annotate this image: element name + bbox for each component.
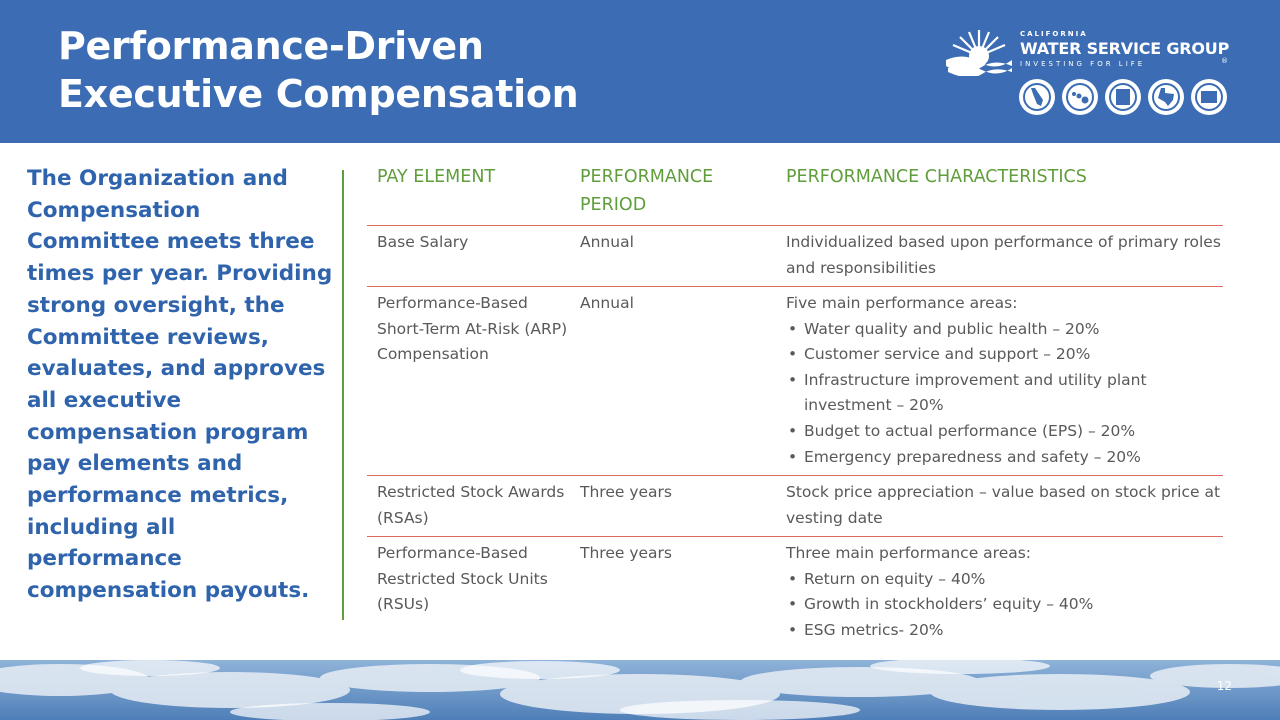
washington-seal-icon <box>1191 79 1227 115</box>
period-cell: Three years <box>580 544 672 562</box>
characteristics-cell: Individualized based upon performance of… <box>776 230 1223 286</box>
period-cell: Annual <box>580 233 634 251</box>
pay-element-cell: Performance-Based Short-Term At-Risk (AR… <box>377 294 568 364</box>
characteristics-cell: Five main performance areas: Water quali… <box>776 291 1223 475</box>
table-row: Base Salary Annual Individualized based … <box>367 226 1223 287</box>
characteristics-cell: Stock price appreciation – value based o… <box>776 480 1223 536</box>
table-header: PAY ELEMENT PERFORMANCE PERIOD PERFORMAN… <box>367 163 1223 226</box>
page-number: 12 <box>1216 679 1232 693</box>
table-row: Restricted Stock Awards (RSAs) Three yea… <box>367 476 1223 537</box>
characteristics-list: Water quality and public health – 20% Cu… <box>786 317 1223 471</box>
characteristics-text: Three main performance areas: <box>786 544 1032 562</box>
vertical-divider <box>342 170 344 620</box>
list-item: Infrastructure improvement and utility p… <box>786 368 1223 419</box>
logo-state: CALIFORNIA <box>1020 30 1088 38</box>
characteristics-list: Return on equity – 40% Growth in stockho… <box>786 567 1223 644</box>
subsidiary-seals <box>1018 78 1228 116</box>
pay-element-cell: Performance-Based Restricted Stock Units… <box>377 544 548 614</box>
title-line-2: Executive Compensation <box>58 72 579 116</box>
hawaii-seal-icon <box>1062 79 1098 115</box>
sun-wave-logo-icon <box>946 30 1012 76</box>
pay-element-cell: Base Salary <box>377 233 469 251</box>
list-item: Customer service and support – 20% <box>786 342 1223 368</box>
table-row: Performance-Based Restricted Stock Units… <box>367 537 1223 655</box>
list-item: ESG metrics- 20% <box>786 618 1223 644</box>
slide-title: Performance-Driven Executive Compensatio… <box>58 22 758 118</box>
header-pay-element: PAY ELEMENT <box>377 167 496 187</box>
list-item: Water quality and public health – 20% <box>786 317 1223 343</box>
characteristics-text: Stock price appreciation – value based o… <box>786 483 1221 527</box>
texas-seal-icon <box>1148 79 1184 115</box>
sky-clouds-banner <box>0 660 1280 720</box>
header-bar: Performance-Driven Executive Compensatio… <box>0 0 1280 143</box>
characteristics-text: Individualized based upon performance of… <box>786 233 1221 277</box>
characteristics-cell: Three main performance areas: Return on … <box>776 541 1223 655</box>
list-item: Emergency preparedness and safety – 20% <box>786 445 1223 471</box>
california-seal-icon <box>1019 79 1055 115</box>
period-cell: Three years <box>580 483 672 501</box>
table-row: Performance-Based Short-Term At-Risk (AR… <box>367 287 1223 476</box>
period-cell: Annual <box>580 294 634 312</box>
compensation-table: PAY ELEMENT PERFORMANCE PERIOD PERFORMAN… <box>367 163 1223 655</box>
logo-tagline: INVESTING FOR LIFE <box>1020 60 1146 68</box>
list-item: Return on equity – 40% <box>786 567 1223 593</box>
committee-intro-text: The Organization and Compensation Commit… <box>27 166 333 604</box>
new-mexico-seal-icon <box>1105 79 1141 115</box>
registered-mark: ® <box>1221 57 1228 65</box>
list-item: Budget to actual performance (EPS) – 20% <box>786 419 1223 445</box>
title-line-1: Performance-Driven <box>58 24 484 68</box>
logo-name: WATER SERVICE GROUP <box>1020 39 1230 58</box>
list-item: Growth in stockholders’ equity – 40% <box>786 592 1223 618</box>
characteristics-text: Five main performance areas: <box>786 294 1018 312</box>
pay-element-cell: Restricted Stock Awards (RSAs) <box>377 483 565 527</box>
company-logo: CALIFORNIA WATER SERVICE GROUP INVESTING… <box>944 22 1234 122</box>
header-performance-characteristics: PERFORMANCE CHARACTERISTICS <box>786 167 1087 187</box>
header-performance-period: PERFORMANCE PERIOD <box>580 167 714 215</box>
